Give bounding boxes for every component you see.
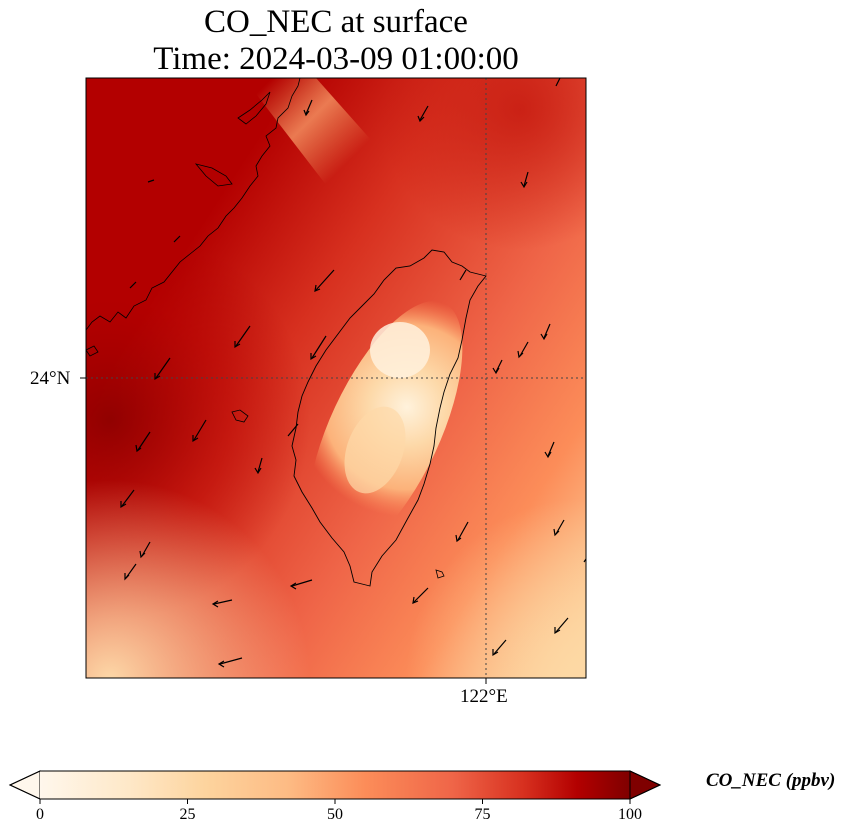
concentration-field: [86, 78, 586, 678]
colorbar-tick-label: 0: [36, 806, 44, 823]
lat-tick-label: 24°N: [30, 368, 71, 389]
colorbar-extend-max: [629, 770, 662, 800]
map-title: CO_NEC at surface: [204, 4, 468, 40]
colorbar-gradient: [40, 771, 630, 799]
colorbar-tick-label: 25: [179, 806, 196, 823]
colorbar-tick-label: 75: [474, 806, 491, 823]
coastline-taiwan: [291, 249, 487, 587]
map-subtitle-time: Time: 2024-03-09 01:00:00: [153, 41, 519, 77]
coastline-mainland: [86, 78, 301, 331]
colorbar-label: CO_NEC (ppbv): [706, 770, 836, 791]
lon-tick-label: 122°E: [460, 686, 508, 707]
colorbar: [8, 770, 662, 804]
colorbar-tick-label: 50: [327, 806, 343, 823]
wind-vectors: [120, 78, 586, 668]
colorbar-tick-label: 100: [618, 806, 642, 823]
colorbar-extend-min: [8, 770, 41, 800]
